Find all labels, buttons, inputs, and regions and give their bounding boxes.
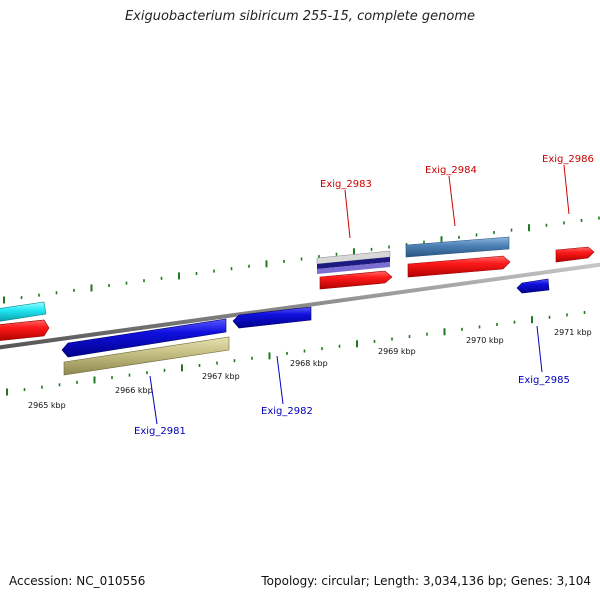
upper-tick-track bbox=[3, 216, 600, 304]
leader-line bbox=[276, 355, 284, 405]
lower-tick-track bbox=[6, 310, 586, 396]
kbp-label: 2966 kbp bbox=[115, 386, 153, 395]
leader-line bbox=[563, 164, 570, 215]
cyan-feature[interactable] bbox=[0, 301, 47, 322]
gene-exig-2985[interactable] bbox=[516, 278, 550, 294]
label-exig-2986[interactable]: Exig_2986 bbox=[542, 154, 594, 165]
kbp-label: 2969 kbp bbox=[378, 347, 416, 356]
label-exig-2984[interactable]: Exig_2984 bbox=[425, 165, 477, 176]
leader-line bbox=[536, 325, 543, 373]
gene-exig-2982[interactable] bbox=[232, 306, 312, 329]
accession-label: Accession: NC_010556 bbox=[9, 574, 146, 588]
exig-2984-steel-band[interactable] bbox=[405, 236, 510, 258]
kbp-label: 2967 kbp bbox=[202, 372, 240, 381]
gene-exig-2984[interactable] bbox=[407, 255, 511, 278]
leader-line bbox=[149, 375, 158, 425]
genome-backbone bbox=[0, 262, 600, 350]
kbp-label: 2968 kbp bbox=[290, 359, 328, 368]
forward-gene-partial[interactable] bbox=[0, 319, 50, 341]
gene-exig-2981[interactable] bbox=[61, 318, 227, 358]
exig-2983-domain-bands[interactable] bbox=[316, 250, 391, 274]
gene-exig-2983[interactable] bbox=[319, 270, 393, 290]
leader-line bbox=[344, 189, 351, 239]
gene-exig-2986[interactable] bbox=[555, 246, 595, 263]
exig-2981-khaki-band[interactable] bbox=[63, 336, 230, 376]
kbp-label: 2971 kbp bbox=[554, 328, 592, 337]
leader-line bbox=[448, 175, 456, 227]
label-exig-2981[interactable]: Exig_2981 bbox=[134, 426, 186, 437]
kbp-label: 2970 kbp bbox=[466, 336, 504, 345]
label-exig-2985[interactable]: Exig_2985 bbox=[518, 375, 570, 386]
topology-label: Topology: circular; Length: 3,034,136 bp… bbox=[261, 574, 591, 588]
kbp-label: 2965 kbp bbox=[28, 401, 66, 410]
map-title: Exiguobacterium sibiricum 255-15, comple… bbox=[124, 9, 476, 24]
label-exig-2983[interactable]: Exig_2983 bbox=[320, 179, 372, 190]
label-exig-2982[interactable]: Exig_2982 bbox=[261, 406, 313, 417]
